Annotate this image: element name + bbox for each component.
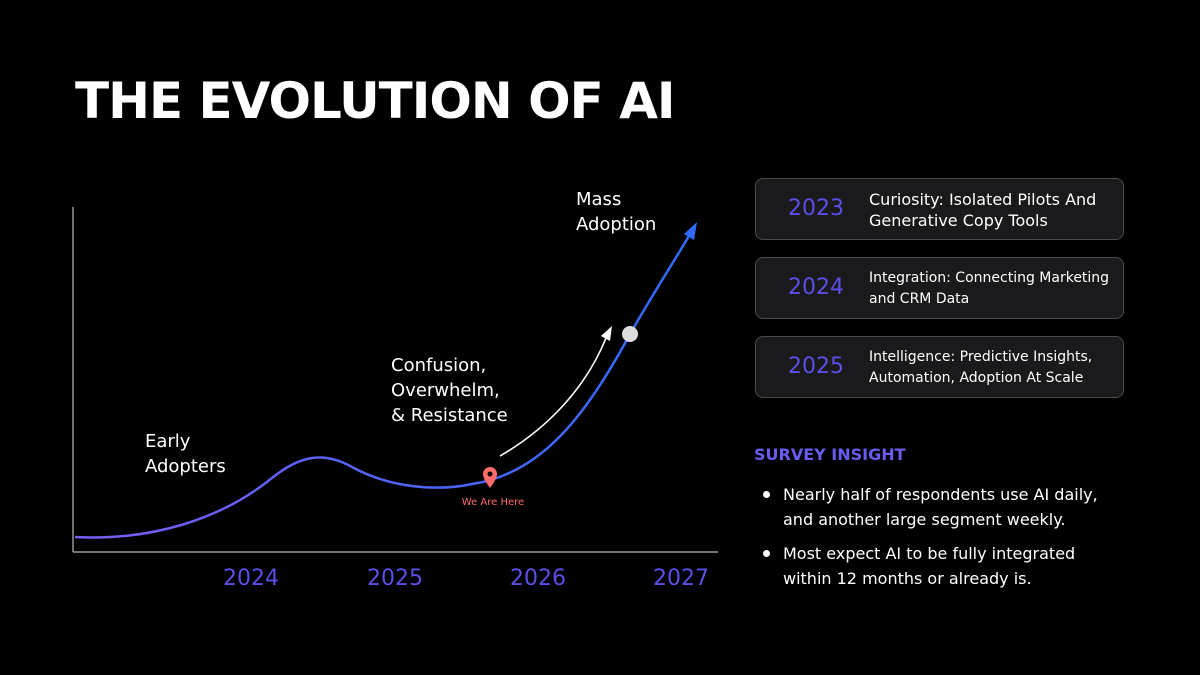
annotation-line: Mass xyxy=(576,189,622,210)
card-text: Integration: Connecting Marketing and CR… xyxy=(869,268,1109,310)
timeline-card: 2024 Integration: Connecting Marketing a… xyxy=(755,257,1124,319)
bullet-line: Nearly half of respondents use AI daily, xyxy=(783,485,1098,504)
bullet-line: Most expect AI to be fully integrated xyxy=(783,544,1076,563)
adoption-curve xyxy=(74,233,692,539)
bullet: Most expect AI to be fully integrated wi… xyxy=(783,541,1075,591)
location-pin-hole xyxy=(487,471,493,477)
bullet-dot xyxy=(763,491,770,498)
annotation-line: Adoption xyxy=(576,214,657,235)
card-year: 2025 xyxy=(788,354,844,379)
curve-arrowhead xyxy=(684,222,697,240)
card-year: 2023 xyxy=(788,196,844,221)
bullet-line: within 12 months or already is. xyxy=(783,569,1032,588)
annotation: Early Adopters xyxy=(145,429,226,479)
card-line: Generative Copy Tools xyxy=(869,211,1048,230)
card-year: 2024 xyxy=(788,275,844,300)
diagram xyxy=(72,207,718,553)
location-pin xyxy=(483,467,497,488)
annotation: Confusion, Overwhelm, & Resistance xyxy=(391,353,508,428)
trend-arrowhead xyxy=(601,326,612,341)
title: THE EVOLUTION OF AI xyxy=(75,72,676,130)
card-line: and CRM Data xyxy=(869,291,970,307)
bullet: Nearly half of respondents use AI daily,… xyxy=(783,482,1098,532)
bullet-dot xyxy=(763,550,770,557)
card-line: Intelligence: Predictive Insights, xyxy=(869,349,1093,365)
annotation-line: & Resistance xyxy=(391,405,508,426)
x-label: 2027 xyxy=(653,566,709,591)
annotation-line: Early xyxy=(145,431,191,452)
x-label: 2024 xyxy=(223,566,279,591)
milestone-dot xyxy=(622,326,638,342)
annotation-line: Confusion, xyxy=(391,355,487,376)
trend-arrow xyxy=(499,337,607,457)
card-line: Automation, Adoption At Scale xyxy=(869,370,1084,386)
x-label: 2025 xyxy=(367,566,423,591)
card-text: Curiosity: Isolated Pilots And Generativ… xyxy=(869,189,1096,231)
survey-heading: SURVEY INSIGHT xyxy=(754,445,906,464)
timeline-card: 2023 Curiosity: Isolated Pilots And Gene… xyxy=(755,178,1124,240)
card-text: Intelligence: Predictive Insights, Autom… xyxy=(869,347,1092,389)
x-label: 2026 xyxy=(510,566,566,591)
annotation-line: Adopters xyxy=(145,456,226,477)
card-line: Integration: Connecting Marketing xyxy=(869,270,1110,286)
bullet-line: and another large segment weekly. xyxy=(783,510,1066,529)
annotation-line: Overwhelm, xyxy=(391,380,500,401)
card-line: Curiosity: Isolated Pilots And xyxy=(869,190,1097,209)
annotation: Mass Adoption xyxy=(576,187,656,237)
marker-label: We Are Here xyxy=(461,497,525,508)
timeline-card: 2025 Intelligence: Predictive Insights, … xyxy=(755,336,1124,398)
